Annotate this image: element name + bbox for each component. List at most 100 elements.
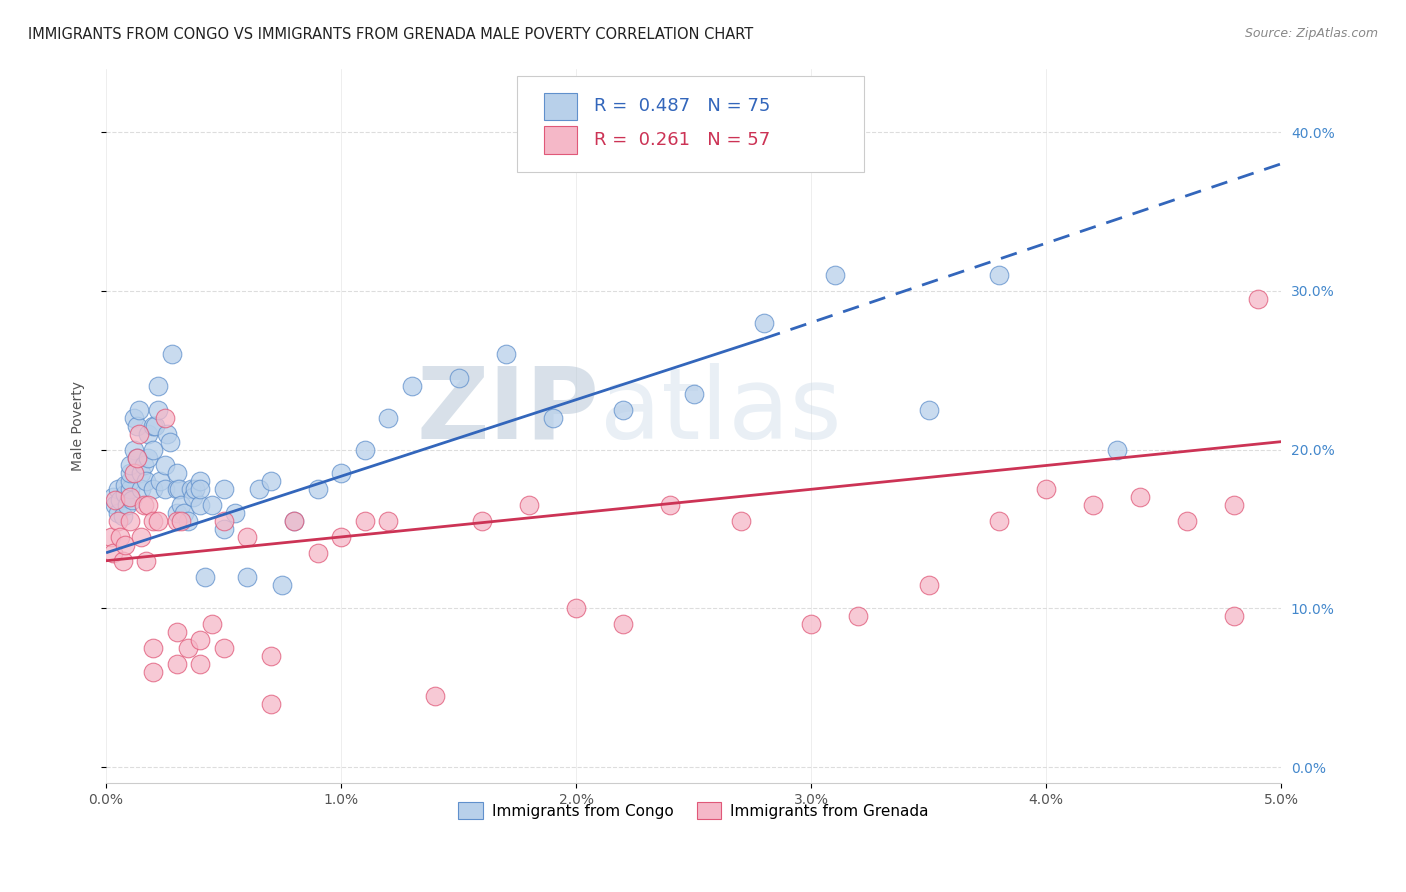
Point: [353, 442, 375, 457]
Point: [188, 498, 211, 512]
Point: [201, 617, 224, 632]
Point: [100, 530, 122, 544]
Point: [166, 514, 188, 528]
Point: [170, 498, 193, 512]
Point: [166, 467, 188, 481]
Point: [471, 514, 494, 528]
Point: [146, 403, 169, 417]
Text: R =  0.261   N = 57: R = 0.261 N = 57: [593, 131, 770, 149]
Point: [132, 498, 155, 512]
Point: [118, 490, 141, 504]
Point: [180, 483, 202, 497]
Point: [377, 410, 399, 425]
Point: [447, 371, 470, 385]
Point: [153, 483, 176, 497]
Point: [1105, 442, 1128, 457]
Point: [824, 268, 846, 282]
Point: [259, 475, 281, 489]
Point: [659, 498, 682, 512]
Point: [118, 514, 141, 528]
Point: [104, 498, 127, 512]
Point: [142, 483, 165, 497]
Point: [917, 577, 939, 591]
Point: [118, 475, 141, 489]
FancyBboxPatch shape: [517, 76, 865, 172]
Point: [142, 514, 165, 528]
Point: [401, 379, 423, 393]
Legend: Immigrants from Congo, Immigrants from Grenada: Immigrants from Congo, Immigrants from G…: [453, 796, 935, 825]
Point: [188, 475, 211, 489]
Point: [138, 498, 160, 512]
Point: [124, 442, 146, 457]
Point: [188, 483, 211, 497]
Point: [988, 268, 1011, 282]
Point: [353, 514, 375, 528]
Point: [846, 609, 869, 624]
Point: [1129, 490, 1152, 504]
Point: [730, 514, 752, 528]
Point: [212, 522, 235, 536]
Point: [146, 379, 169, 393]
Point: [201, 498, 224, 512]
Point: [135, 554, 157, 568]
Point: [114, 538, 136, 552]
Point: [212, 514, 235, 528]
Point: [107, 483, 129, 497]
Point: [988, 514, 1011, 528]
Point: [271, 577, 294, 591]
Point: [330, 530, 353, 544]
Point: [541, 410, 564, 425]
Point: [307, 546, 329, 560]
Point: [142, 418, 165, 433]
Point: [177, 641, 200, 656]
Point: [153, 458, 176, 473]
Point: [111, 509, 134, 524]
Point: [517, 498, 540, 512]
Point: [114, 477, 136, 491]
Point: [247, 483, 270, 497]
Point: [142, 641, 165, 656]
Point: [145, 418, 167, 433]
Point: [135, 475, 157, 489]
Text: Source: ZipAtlas.com: Source: ZipAtlas.com: [1244, 27, 1378, 40]
Point: [160, 347, 183, 361]
Point: [166, 625, 188, 640]
Point: [423, 689, 446, 703]
Point: [156, 426, 179, 441]
Point: [800, 617, 823, 632]
Point: [125, 450, 148, 465]
Point: [107, 514, 129, 528]
Point: [188, 633, 211, 648]
Point: [612, 617, 634, 632]
Point: [101, 490, 124, 504]
Point: [236, 569, 259, 583]
Point: [104, 493, 127, 508]
Point: [138, 450, 160, 465]
Point: [565, 601, 588, 615]
Point: [111, 554, 134, 568]
Point: [121, 493, 143, 508]
Point: [101, 546, 124, 560]
Point: [212, 641, 235, 656]
Point: [149, 475, 172, 489]
Point: [188, 657, 211, 671]
Point: [115, 498, 138, 512]
Point: [107, 506, 129, 520]
Point: [138, 426, 160, 441]
Point: [108, 493, 131, 508]
Point: [108, 530, 131, 544]
Point: [1246, 292, 1268, 306]
Point: [1035, 483, 1057, 497]
Point: [752, 316, 775, 330]
Point: [612, 403, 634, 417]
Point: [1175, 514, 1198, 528]
Point: [259, 697, 281, 711]
Point: [166, 506, 188, 520]
Point: [142, 665, 165, 679]
Text: ZIP: ZIP: [416, 363, 599, 460]
Point: [166, 483, 188, 497]
Text: IMMIGRANTS FROM CONGO VS IMMIGRANTS FROM GRENADA MALE POVERTY CORRELATION CHART: IMMIGRANTS FROM CONGO VS IMMIGRANTS FROM…: [28, 27, 754, 42]
Text: atlas: atlas: [599, 363, 841, 460]
Point: [682, 387, 704, 401]
Point: [170, 514, 193, 528]
